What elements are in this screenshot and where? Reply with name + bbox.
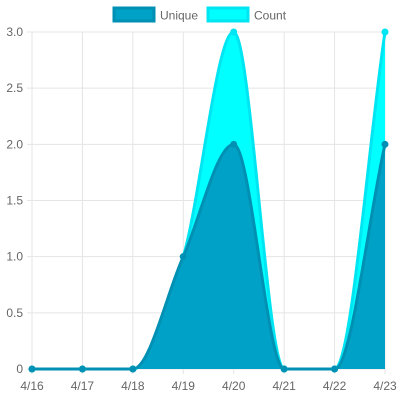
x-tick-label: 4/21 — [272, 379, 296, 393]
y-tick-label: 2.0 — [6, 137, 23, 151]
y-tick-label: 0 — [16, 362, 23, 376]
y-tick-label: 0.5 — [6, 306, 23, 320]
data-point-unique[interactable] — [280, 365, 288, 373]
data-point-unique[interactable] — [179, 253, 187, 261]
x-tick-label: 4/23 — [373, 379, 397, 393]
legend-label-unique: Unique — [160, 9, 198, 23]
x-tick-label: 4/17 — [71, 379, 95, 393]
x-axis-tick-labels: 4/16 4/17 4/18 4/19 4/20 4/21 4/22 4/23 — [20, 379, 397, 393]
data-point-count[interactable] — [230, 28, 238, 36]
legend-swatch-unique — [112, 6, 156, 23]
x-tick-label: 4/16 — [20, 379, 44, 393]
x-tick-label: 4/18 — [121, 379, 145, 393]
legend: Unique Count — [112, 6, 287, 23]
series-area-unique — [32, 144, 385, 369]
y-axis-tick-labels: 0 0.5 1.0 1.5 2.0 2.5 3.0 — [6, 25, 23, 376]
y-tick-label: 1.0 — [6, 250, 23, 264]
x-tick-label: 4/19 — [172, 379, 196, 393]
legend-item-count[interactable]: Count — [206, 6, 287, 23]
y-tick-label: 3.0 — [6, 25, 23, 39]
series-points — [28, 28, 389, 373]
data-point-count[interactable] — [381, 28, 389, 36]
data-point-unique[interactable] — [129, 365, 137, 373]
y-tick-label: 2.5 — [6, 81, 23, 95]
data-point-unique[interactable] — [28, 365, 36, 373]
data-point-unique[interactable] — [230, 140, 238, 148]
x-tick-label: 4/20 — [222, 379, 246, 393]
y-tick-label: 1.5 — [6, 194, 23, 208]
legend-label-count: Count — [254, 9, 287, 23]
legend-item-unique[interactable]: Unique — [112, 6, 198, 23]
legend-swatch-count — [206, 6, 250, 23]
data-point-unique[interactable] — [331, 365, 339, 373]
x-tick-label: 4/22 — [323, 379, 347, 393]
data-point-unique[interactable] — [381, 140, 389, 148]
data-point-unique[interactable] — [78, 365, 86, 373]
